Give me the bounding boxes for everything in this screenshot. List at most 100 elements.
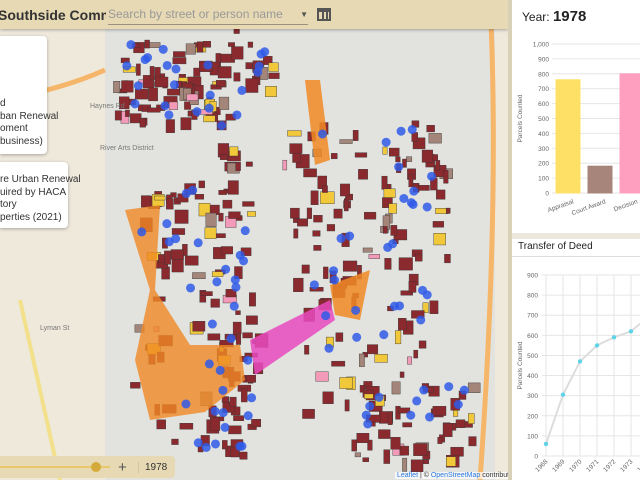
parcel xyxy=(433,233,446,246)
parcel xyxy=(225,289,237,298)
person-marker xyxy=(444,382,454,392)
search-field[interactable]: ▼ xyxy=(108,5,308,25)
parcel xyxy=(245,161,253,167)
person-marker xyxy=(418,285,428,295)
stats-panel: Year: 1978 0 100 200 300 400 500 600 700 800 900 1… xyxy=(508,0,640,480)
parcel xyxy=(367,439,373,451)
parcel xyxy=(306,207,312,219)
parcel-layer[interactable]: Haynes Rd River Arts District Lyman St xyxy=(0,0,508,480)
app-title: Southside Community xyxy=(0,6,106,23)
parcel xyxy=(422,459,429,465)
parcel xyxy=(333,208,343,219)
parcel xyxy=(215,233,226,238)
data-point xyxy=(577,359,583,364)
parcel xyxy=(378,429,391,439)
legend-item[interactable]: uired by HACA xyxy=(0,186,67,198)
y-tick-label: 200 xyxy=(538,161,549,168)
parcel xyxy=(313,215,323,223)
person-marker xyxy=(396,126,406,136)
y-tick-label: 300 xyxy=(538,146,549,153)
data-point xyxy=(611,335,617,340)
y-tick-label: 0 xyxy=(545,191,549,198)
parcel xyxy=(391,381,401,395)
parcel xyxy=(218,190,227,195)
parcel xyxy=(421,149,433,163)
parcel xyxy=(148,87,158,102)
parcel xyxy=(233,415,245,421)
x-tick-label: 1973 xyxy=(619,458,634,473)
parcel xyxy=(114,110,122,121)
person-marker xyxy=(243,411,253,421)
map[interactable]: Haynes Rd River Arts District Lyman St xyxy=(0,0,508,480)
osm-link[interactable]: OpenStreetMap xyxy=(430,472,481,479)
parcel xyxy=(331,153,338,160)
parcel xyxy=(402,457,408,472)
zoom-in-button[interactable]: + xyxy=(118,458,127,476)
person-marker xyxy=(345,231,355,241)
person-marker xyxy=(388,239,398,249)
parcel xyxy=(408,173,414,188)
parcel xyxy=(410,459,424,473)
parcel xyxy=(390,225,398,236)
parcel xyxy=(429,300,439,314)
person-marker xyxy=(230,275,240,285)
person-marker xyxy=(232,110,242,120)
person-marker xyxy=(352,332,362,342)
parcel xyxy=(235,310,241,315)
parcel xyxy=(326,224,336,232)
parcel xyxy=(364,211,377,220)
parcel xyxy=(192,272,206,280)
parcel xyxy=(161,266,170,280)
urban-renewal-zone xyxy=(305,80,330,165)
parcel xyxy=(436,189,446,200)
legend-item[interactable]: re Urban Renewal xyxy=(0,174,81,185)
parcel xyxy=(171,438,179,445)
parcel xyxy=(268,62,279,72)
parcel xyxy=(468,413,475,424)
person-marker xyxy=(425,412,435,422)
parcel xyxy=(219,154,228,160)
y-tick-label: 400 xyxy=(527,373,538,380)
person-marker xyxy=(407,125,417,135)
person-marker xyxy=(162,219,172,229)
slider-handle[interactable] xyxy=(91,462,102,472)
parcel xyxy=(265,86,277,97)
urban-renewal-zone xyxy=(125,205,245,420)
parcel xyxy=(209,417,221,431)
parcel xyxy=(335,332,344,342)
dropdown-caret-icon[interactable]: ▼ xyxy=(300,9,308,19)
person-marker xyxy=(181,399,191,409)
legend-item[interactable]: perties (2021) xyxy=(0,211,62,223)
parcel xyxy=(268,72,280,79)
parcel xyxy=(344,399,350,412)
urban-renewal-zone xyxy=(250,300,335,375)
parcel xyxy=(297,218,308,227)
parcel xyxy=(364,393,374,399)
parcel xyxy=(166,198,174,210)
leaflet-link[interactable]: Leaflet xyxy=(397,472,419,479)
parcel xyxy=(235,161,241,171)
year-slider[interactable] xyxy=(0,462,110,472)
person-marker xyxy=(379,330,389,340)
legend-item[interactable]: tory xyxy=(0,199,17,210)
parcel xyxy=(304,345,310,355)
bar-decision xyxy=(619,73,640,194)
parcel xyxy=(398,318,407,331)
parcel xyxy=(135,88,149,100)
parcel xyxy=(435,160,441,171)
person-marker xyxy=(406,198,416,208)
person-marker xyxy=(231,282,241,292)
person-marker xyxy=(137,227,147,237)
map-label: Lyman St xyxy=(40,325,69,332)
parcel xyxy=(186,93,199,101)
x-tick-label: 1970 xyxy=(568,458,583,473)
parcel xyxy=(121,80,134,93)
search-input[interactable] xyxy=(108,7,288,21)
parcel xyxy=(218,212,224,222)
parcel xyxy=(139,118,146,128)
person-marker xyxy=(409,186,419,196)
year-heading: Year: 1978 xyxy=(522,8,586,25)
layers-icon[interactable] xyxy=(317,8,331,21)
person-marker xyxy=(459,385,469,395)
person-marker xyxy=(321,311,331,321)
